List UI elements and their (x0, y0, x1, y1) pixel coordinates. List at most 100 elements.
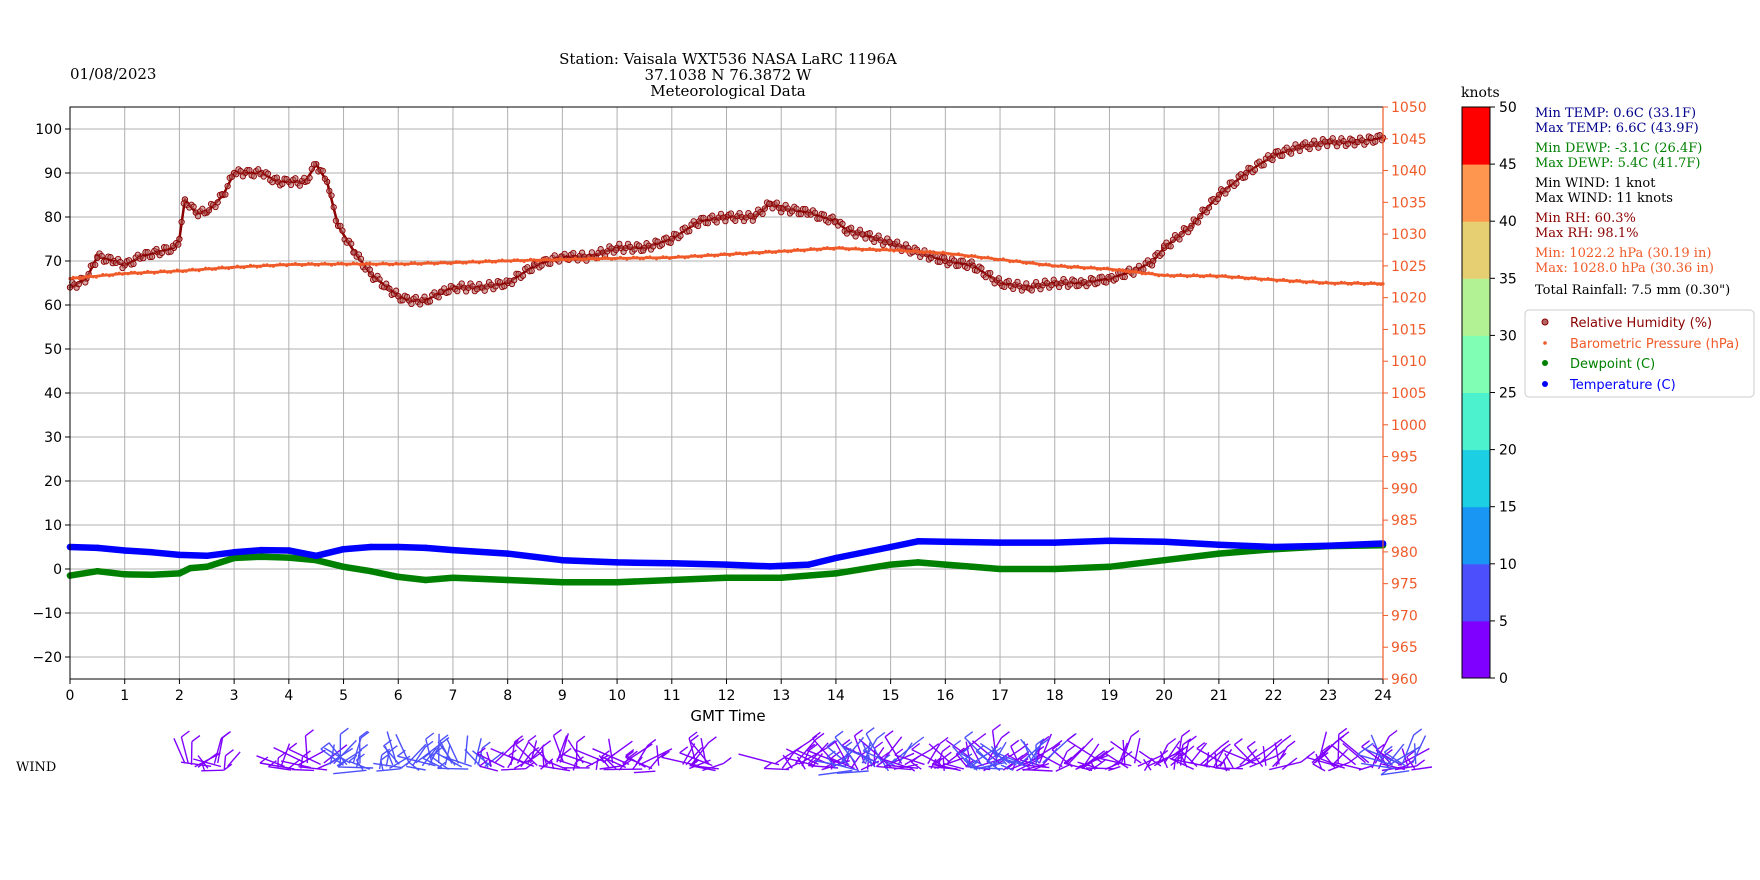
wind-barb-flag (952, 739, 962, 748)
series-marker-pressure (709, 253, 713, 257)
y-right-tick-label: 1045 (1391, 132, 1427, 148)
wind-barb (1312, 763, 1326, 772)
series-marker-pressure (1301, 280, 1305, 284)
wind-barb-flag (1233, 738, 1243, 746)
wind-barb-flag (884, 730, 894, 738)
series-marker-pressure (1372, 281, 1376, 285)
series-marker-rh (1194, 219, 1202, 226)
wind-barb-flag (359, 744, 369, 752)
y-right-tick-label: 980 (1391, 545, 1418, 561)
series-marker-pressure (436, 261, 440, 266)
wind-barb (333, 739, 357, 765)
series-marker-pressure (275, 263, 279, 267)
wind-barb (508, 755, 535, 768)
series-marker-rh (640, 247, 647, 254)
wind-barb-flag (931, 757, 941, 765)
wind-barb (227, 751, 241, 767)
series-marker-pressure (1117, 267, 1121, 272)
data-point-dewpoint (187, 564, 194, 572)
series-marker-rh (178, 218, 185, 226)
series-marker-pressure (805, 248, 810, 252)
series-marker-pressure (1215, 275, 1219, 279)
wind-barb-flag (1053, 740, 1063, 748)
series-marker-rh (650, 243, 657, 250)
series-marker-pressure (300, 263, 304, 267)
wind-barb-flag (647, 738, 657, 746)
wind-barb (1068, 737, 1094, 764)
series-marker-rh (1075, 282, 1082, 289)
wind-barb-flag (1019, 743, 1029, 751)
wind-barb-flag (808, 743, 818, 751)
y-left-tick-label: 20 (44, 474, 62, 490)
series-marker-rh (761, 205, 768, 212)
colorbar-segment (1462, 563, 1490, 622)
y-left-tick-label: 10 (44, 518, 62, 534)
series-marker-pressure (1028, 261, 1032, 265)
series-marker-pressure (828, 247, 833, 251)
series-marker-pressure (983, 256, 987, 260)
series-marker-pressure (293, 262, 297, 266)
series-marker-rh (1066, 281, 1074, 288)
series-marker-rh (1363, 138, 1370, 146)
series-marker-pressure (532, 258, 536, 262)
series-marker-pressure (1291, 279, 1295, 284)
series-marker-pressure (956, 252, 961, 256)
y-right-tick-label: 960 (1391, 672, 1418, 688)
series-marker-pressure (1237, 274, 1241, 279)
series-marker-rh (1103, 279, 1110, 286)
x-tick-label: 21 (1210, 688, 1228, 704)
series-marker-pressure (391, 263, 395, 267)
series-marker-pressure (97, 274, 102, 278)
data-point-temperature (723, 561, 730, 568)
wind-barb-flag (875, 759, 885, 767)
series-marker-pressure (751, 250, 755, 254)
series-marker-rh (978, 265, 985, 272)
series-marker-rh (435, 294, 442, 301)
series-marker-rh (658, 241, 666, 248)
wind-barb (1215, 767, 1243, 770)
wind-barb (383, 745, 400, 765)
series-marker-rh (386, 285, 393, 292)
series-marker-pressure (399, 262, 404, 266)
series-marker-pressure (487, 259, 491, 263)
series-marker-pressure (107, 274, 111, 278)
wind-barb (844, 755, 850, 768)
wind-barb-flag (689, 734, 699, 742)
series-marker-pressure (1001, 257, 1005, 261)
wind-barb-flag (934, 757, 944, 765)
series-marker-rh (612, 246, 620, 254)
series-marker-pressure (1153, 273, 1157, 277)
data-point-dewpoint (559, 578, 566, 586)
series-marker-pressure (1099, 267, 1103, 271)
wind-barb (223, 755, 227, 770)
series-marker-pressure (94, 275, 98, 279)
series-marker-pressure (1051, 264, 1055, 268)
series-marker-pressure (1011, 259, 1015, 264)
wind-barb-flag (1413, 728, 1423, 736)
series-marker-pressure (297, 262, 301, 267)
series-marker-pressure (947, 252, 951, 256)
series-marker-pressure (184, 269, 188, 273)
series-marker-pressure (339, 261, 343, 265)
wind-barb (472, 750, 492, 768)
y-left-tick-label: 40 (44, 386, 62, 402)
series-marker-rh (1197, 213, 1204, 220)
wind-barb (298, 766, 328, 771)
wind-barb-flag (424, 740, 434, 748)
wind-barb (592, 748, 630, 766)
series-marker-pressure (902, 249, 906, 253)
series-marker-pressure (1308, 280, 1312, 284)
x-tick-label: 5 (339, 688, 348, 704)
series-marker-pressure (139, 272, 143, 276)
series-marker-pressure (1111, 268, 1115, 272)
series-marker-pressure (789, 249, 793, 253)
series-marker-pressure (1076, 264, 1080, 268)
series-marker-pressure (1121, 268, 1125, 272)
wind-barb-flag (722, 757, 732, 765)
series-marker-rh (1306, 145, 1313, 153)
series-marker-pressure (693, 253, 697, 258)
wind-barb-flag (1196, 742, 1206, 750)
wind-barb (556, 758, 581, 769)
series-marker-pressure (938, 251, 942, 255)
wind-barb (992, 741, 1007, 764)
